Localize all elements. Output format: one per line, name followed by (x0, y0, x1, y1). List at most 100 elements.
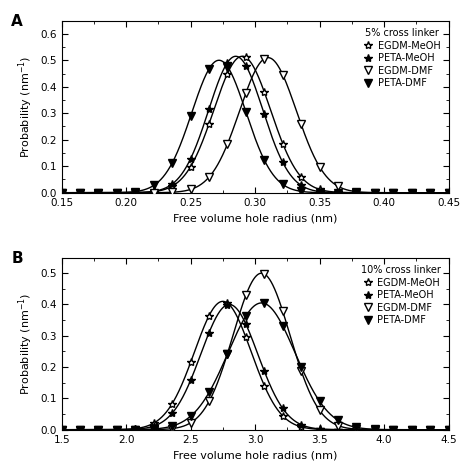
EGDM-DMF (335, 423, 341, 428)
EGDM-DMF (298, 368, 304, 374)
PETA-MeOH (446, 427, 451, 433)
EGDM-MeOH (317, 187, 322, 192)
PETA-MeOH (335, 427, 341, 432)
EGDM-DMF (446, 190, 451, 196)
PETA-MeOH (354, 427, 359, 433)
PETA-MeOH (243, 321, 249, 327)
EGDM-DMF (133, 190, 138, 196)
PETA-DMF (225, 64, 230, 69)
EGDM-DMF (317, 408, 322, 413)
EGDM-DMF (133, 427, 138, 433)
PETA-MeOH (391, 427, 396, 433)
PETA-MeOH (188, 156, 193, 162)
EGDM-MeOH (77, 427, 83, 433)
EGDM-DMF (427, 427, 433, 433)
EGDM-DMF (335, 183, 341, 189)
PETA-MeOH (77, 190, 83, 196)
PETA-DMF (372, 190, 378, 196)
Text: A: A (11, 14, 23, 28)
EGDM-MeOH (243, 55, 249, 60)
PETA-DMF (243, 109, 249, 115)
PETA-MeOH (225, 302, 230, 308)
EGDM-DMF (262, 56, 267, 62)
EGDM-MeOH (335, 427, 341, 432)
EGDM-DMF (96, 190, 101, 196)
PETA-DMF (133, 427, 138, 432)
PETA-MeOH (151, 423, 156, 429)
EGDM-MeOH (409, 190, 415, 196)
PETA-DMF (59, 427, 64, 433)
Line: EGDM-DMF: EGDM-DMF (57, 270, 453, 434)
PETA-MeOH (96, 427, 101, 433)
EGDM-MeOH (427, 427, 433, 433)
EGDM-DMF (372, 427, 378, 432)
EGDM-MeOH (243, 335, 249, 340)
EGDM-DMF (77, 190, 83, 196)
PETA-DMF (114, 190, 120, 195)
PETA-MeOH (335, 190, 341, 195)
EGDM-MeOH (133, 190, 138, 195)
PETA-DMF (317, 190, 322, 195)
PETA-DMF (77, 190, 83, 196)
EGDM-MeOH (133, 426, 138, 431)
PETA-MeOH (59, 427, 64, 433)
EGDM-MeOH (317, 427, 322, 432)
EGDM-MeOH (151, 420, 156, 426)
EGDM-DMF (169, 426, 175, 431)
PETA-DMF (391, 190, 396, 196)
Line: EGDM-DMF: EGDM-DMF (57, 55, 453, 197)
PETA-MeOH (169, 410, 175, 416)
EGDM-MeOH (151, 189, 156, 194)
PETA-MeOH (280, 406, 285, 411)
PETA-DMF (206, 390, 212, 395)
EGDM-DMF (391, 427, 396, 433)
PETA-MeOH (206, 330, 212, 336)
PETA-MeOH (133, 426, 138, 432)
PETA-MeOH (262, 368, 267, 374)
PETA-MeOH (372, 427, 378, 433)
EGDM-MeOH (409, 427, 415, 433)
PETA-DMF (188, 413, 193, 419)
PETA-DMF (151, 182, 156, 188)
PETA-MeOH (317, 189, 322, 194)
PETA-MeOH (298, 422, 304, 428)
EGDM-MeOH (391, 190, 396, 196)
EGDM-DMF (409, 190, 415, 196)
EGDM-MeOH (225, 300, 230, 306)
EGDM-MeOH (298, 424, 304, 430)
PETA-DMF (59, 190, 64, 196)
EGDM-MeOH (446, 427, 451, 433)
PETA-DMF (151, 426, 156, 432)
EGDM-DMF (409, 427, 415, 433)
PETA-MeOH (427, 427, 433, 433)
EGDM-MeOH (188, 164, 193, 169)
PETA-DMF (169, 423, 175, 429)
EGDM-MeOH (427, 190, 433, 196)
X-axis label: Free volume hole radius (nm): Free volume hole radius (nm) (173, 450, 337, 460)
PETA-MeOH (77, 427, 83, 433)
PETA-DMF (372, 427, 378, 432)
PETA-MeOH (169, 181, 175, 187)
PETA-MeOH (409, 190, 415, 196)
EGDM-MeOH (188, 360, 193, 365)
EGDM-MeOH (96, 427, 101, 433)
PETA-DMF (280, 182, 285, 187)
PETA-DMF (206, 66, 212, 72)
Line: EGDM-MeOH: EGDM-MeOH (57, 53, 453, 197)
Text: B: B (11, 251, 23, 265)
EGDM-MeOH (206, 121, 212, 127)
EGDM-DMF (354, 426, 359, 432)
EGDM-MeOH (372, 427, 378, 433)
EGDM-MeOH (96, 190, 101, 196)
PETA-DMF (409, 427, 415, 433)
PETA-MeOH (206, 106, 212, 112)
Legend: EGDM-MeOH, PETA-MeOH, EGDM-DMF, PETA-DMF: EGDM-MeOH, PETA-MeOH, EGDM-DMF, PETA-DMF (358, 263, 444, 328)
EGDM-DMF (280, 309, 285, 314)
PETA-DMF (335, 418, 341, 423)
EGDM-MeOH (354, 427, 359, 433)
PETA-MeOH (372, 190, 378, 196)
PETA-DMF (262, 157, 267, 163)
PETA-DMF (262, 301, 267, 306)
EGDM-DMF (243, 90, 249, 96)
EGDM-MeOH (372, 190, 378, 196)
